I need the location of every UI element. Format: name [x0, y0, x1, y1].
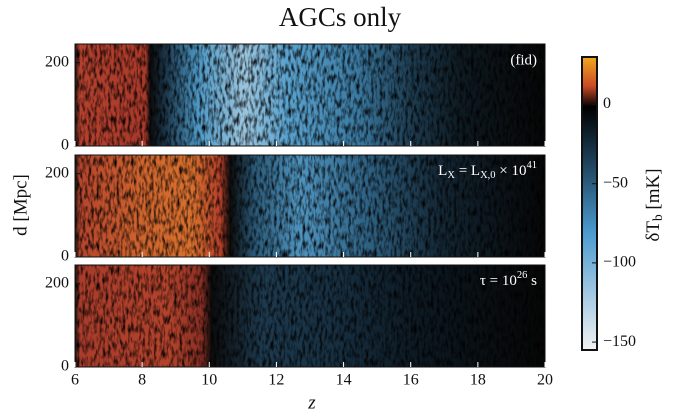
- panel-annotation: (fid): [510, 52, 537, 68]
- panel-frame: [74, 154, 546, 258]
- panel-annotation: τ = 1026​ s: [480, 270, 537, 289]
- x-axis-label: z: [307, 392, 316, 413]
- y-tick-label: 200: [45, 53, 69, 70]
- panel-texture: [75, 44, 545, 146]
- colorbar-tick-label: −50: [603, 174, 628, 191]
- colorbar-label: δTb​ [mK]: [643, 168, 665, 241]
- panel-texture: [75, 265, 545, 367]
- x-tick-label: 12: [268, 372, 284, 389]
- panel-annotation: LX​ = LX,0​ × 1041​: [438, 160, 537, 181]
- y-tick-label: 200: [45, 164, 69, 181]
- panel-frame: [74, 264, 546, 368]
- x-tick-label: 20: [537, 372, 553, 389]
- y-tick-label: 0: [61, 137, 69, 154]
- panel-frame: [74, 43, 546, 147]
- x-tick-label: 18: [470, 372, 486, 389]
- x-tick-label: 16: [403, 372, 419, 389]
- y-tick-label: 0: [61, 248, 69, 265]
- chart-title: AGCs only: [279, 2, 402, 32]
- colorbar-tick-label: −100: [603, 254, 636, 271]
- y-tick-label: 200: [45, 274, 69, 291]
- y-axis-label: d [Mpc]: [10, 174, 31, 236]
- colorbar-tick-label: −150: [603, 333, 636, 350]
- colorbar: [581, 56, 598, 351]
- colorbar-tick-label: 0: [603, 95, 611, 112]
- x-tick-label: 14: [336, 372, 352, 389]
- x-tick-label: 6: [71, 372, 79, 389]
- y-tick-label: 0: [61, 358, 69, 375]
- panel-texture: [75, 155, 545, 257]
- x-tick-label: 10: [201, 372, 217, 389]
- x-tick-label: 8: [138, 372, 146, 389]
